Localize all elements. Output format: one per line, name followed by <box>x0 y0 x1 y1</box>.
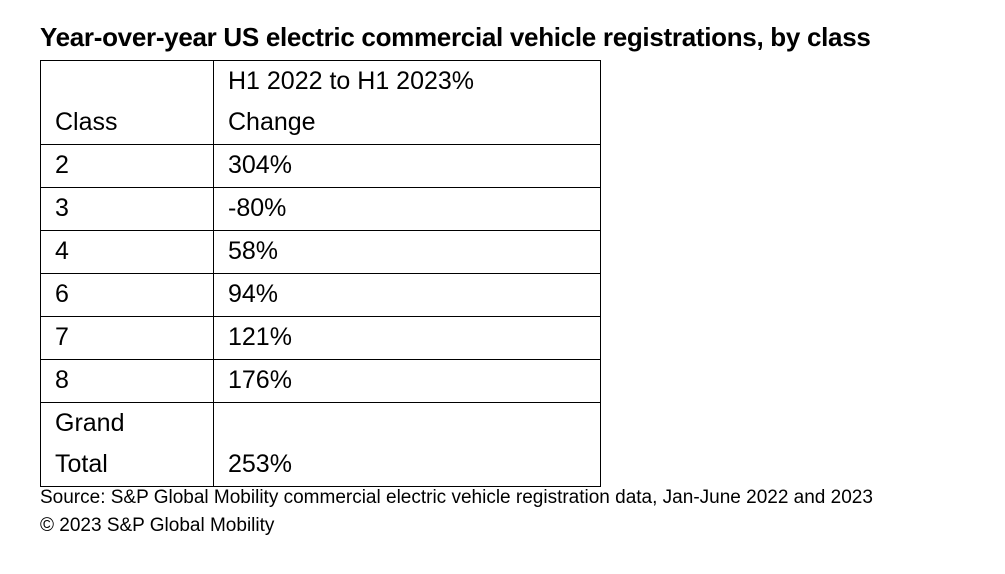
source-note: Source: S&P Global Mobility commercial e… <box>40 487 873 508</box>
registrations-table: Class H1 2022 to H1 2023% Change 2 304% … <box>40 60 601 487</box>
cell-class: 3 <box>40 187 214 231</box>
cell-change: 176% <box>213 359 601 403</box>
cell-change: 304% <box>213 144 601 188</box>
cell-class: 7 <box>40 316 214 360</box>
table-row: 3 -80% <box>40 187 601 231</box>
cell-total-label: Grand Total <box>40 402 214 487</box>
copyright-note: © 2023 S&P Global Mobility <box>40 515 275 536</box>
header-change: H1 2022 to H1 2023% Change <box>213 60 601 145</box>
cell-change: 94% <box>213 273 601 317</box>
header-row: Class H1 2022 to H1 2023% Change <box>40 60 601 145</box>
grand-total-row: Grand Total 253% <box>40 402 601 487</box>
table-row: 7 121% <box>40 316 601 360</box>
cell-class: 8 <box>40 359 214 403</box>
table-row: 6 94% <box>40 273 601 317</box>
cell-total-change: 253% <box>213 402 601 487</box>
header-class: Class <box>40 60 214 145</box>
cell-class: 2 <box>40 144 214 188</box>
cell-change: 58% <box>213 230 601 274</box>
cell-class: 6 <box>40 273 214 317</box>
table-row: 8 176% <box>40 359 601 403</box>
table-row: 2 304% <box>40 144 601 188</box>
table-row: 4 58% <box>40 230 601 274</box>
cell-class: 4 <box>40 230 214 274</box>
chart-title: Year-over-year US electric commercial ve… <box>40 22 871 52</box>
cell-change: 121% <box>213 316 601 360</box>
cell-change: -80% <box>213 187 601 231</box>
